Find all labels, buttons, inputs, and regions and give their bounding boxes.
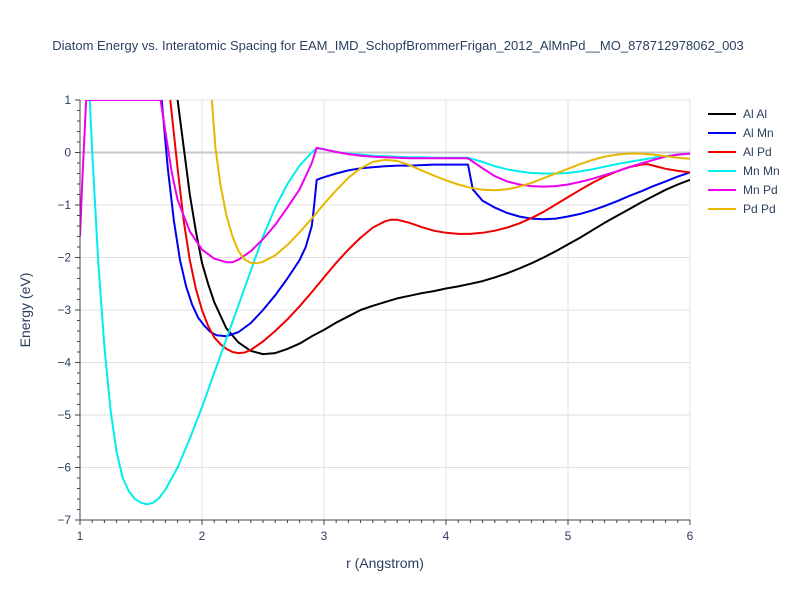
- legend[interactable]: Al Al Al Mn Al Pd Mn Mn Mn Pd Pd Pd: [708, 107, 780, 216]
- x-tick-label: 5: [565, 529, 572, 543]
- plot-area: [80, 100, 690, 506]
- legend-item-al-mn[interactable]: Al Mn: [708, 126, 774, 140]
- series-line-pd-pd: [210, 100, 690, 265]
- legend-item-mn-pd[interactable]: Mn Pd: [708, 183, 778, 197]
- y-tick-label: −5: [57, 408, 71, 422]
- y-tick-label: −7: [57, 513, 71, 527]
- y-axis-title: Energy (eV): [17, 273, 33, 348]
- x-tick-label: 3: [321, 529, 328, 543]
- axes: [75, 99, 691, 525]
- legend-label: Mn Mn: [743, 164, 780, 178]
- series-line-mn-pd: [80, 100, 690, 264]
- chart-title: Diatom Energy vs. Interatomic Spacing fo…: [52, 38, 744, 53]
- series-line-al-al: [176, 100, 690, 356]
- y-tick-label: 0: [64, 146, 71, 160]
- legend-label: Mn Pd: [743, 183, 778, 197]
- grid-lines: [80, 99, 691, 521]
- legend-item-al-al[interactable]: Al Al: [708, 107, 767, 121]
- y-tick-label: −4: [57, 356, 71, 370]
- x-tick-label: 6: [687, 529, 694, 543]
- y-tick-label: 1: [64, 93, 71, 107]
- x-tick-label: 2: [199, 529, 206, 543]
- y-tick-label: −3: [57, 303, 71, 317]
- legend-item-al-pd[interactable]: Al Pd: [708, 145, 772, 159]
- x-axis-title: r (Angstrom): [346, 555, 424, 571]
- y-tick-label: −6: [57, 461, 71, 475]
- series-line-al-pd: [169, 100, 690, 355]
- legend-label: Al Pd: [743, 145, 772, 159]
- tick-labels: 1 2 3 4 5 6 1 0 −1 −2 −3 −4 −5 −6 −7: [57, 93, 693, 543]
- legend-item-pd-pd[interactable]: Pd Pd: [708, 202, 776, 216]
- x-tick-label: 1: [77, 529, 84, 543]
- legend-item-mn-mn[interactable]: Mn Mn: [708, 164, 780, 178]
- legend-label: Al Mn: [743, 126, 774, 140]
- y-tick-label: −1: [57, 198, 71, 212]
- series-line-al-mn: [160, 100, 690, 338]
- legend-label: Pd Pd: [743, 202, 776, 216]
- legend-label: Al Al: [743, 107, 767, 121]
- x-tick-label: 4: [443, 529, 450, 543]
- y-tick-label: −2: [57, 251, 71, 265]
